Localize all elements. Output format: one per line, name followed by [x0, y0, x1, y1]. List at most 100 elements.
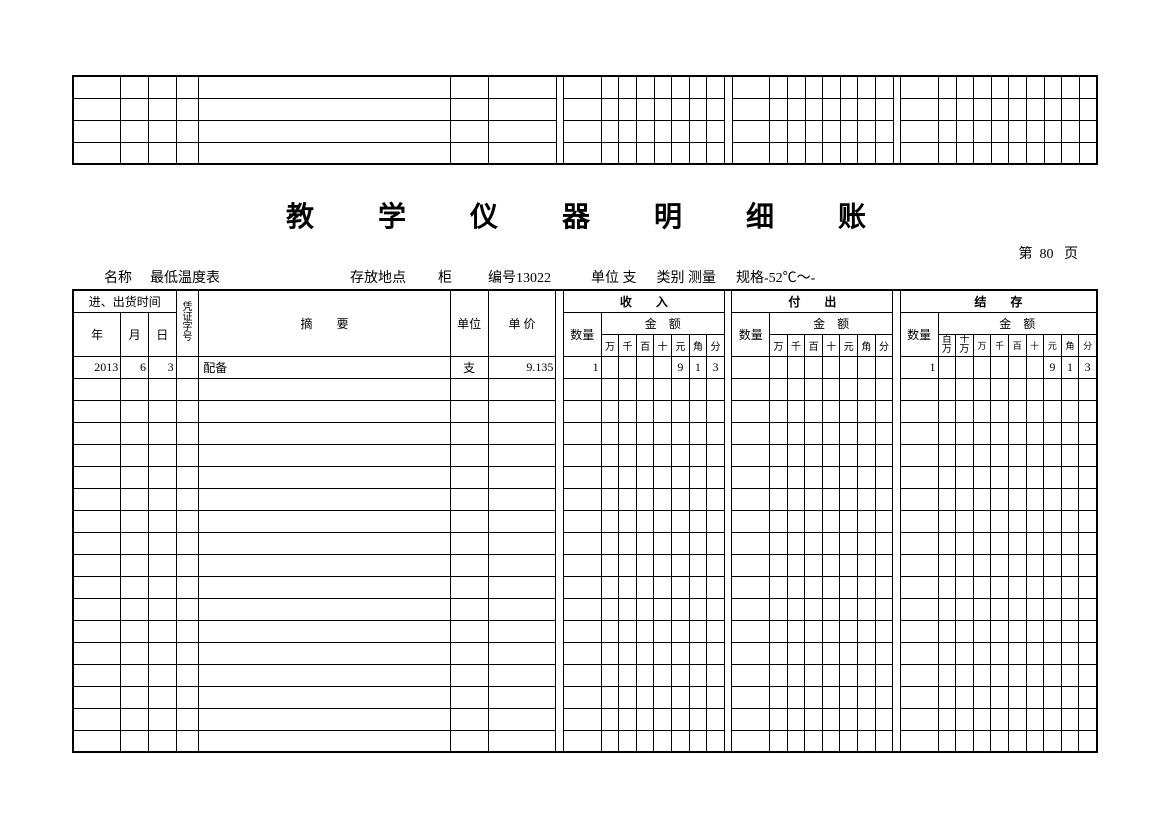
cat-value: 测量	[688, 271, 716, 286]
cell	[938, 598, 956, 620]
cell	[689, 142, 707, 164]
cell	[199, 510, 451, 532]
cell	[707, 620, 725, 642]
code-value: 13022	[516, 271, 551, 286]
cell	[672, 76, 690, 98]
cell	[73, 554, 121, 576]
cell	[654, 686, 672, 708]
page-num: 80	[1040, 247, 1054, 262]
cell	[1079, 444, 1097, 466]
cell	[654, 120, 672, 142]
cell	[199, 576, 451, 598]
gap	[724, 356, 732, 752]
cell	[1044, 598, 1062, 620]
cell	[732, 576, 770, 598]
cell	[601, 532, 619, 554]
cell	[822, 400, 840, 422]
cell	[973, 488, 991, 510]
cell	[1009, 76, 1027, 98]
cell	[564, 142, 602, 164]
cell	[973, 510, 991, 532]
cell	[822, 664, 840, 686]
cell	[73, 444, 121, 466]
cell	[689, 400, 707, 422]
cell	[689, 554, 707, 576]
cell	[805, 356, 823, 378]
cell	[689, 488, 707, 510]
cell	[654, 400, 672, 422]
cell	[563, 686, 601, 708]
cell	[488, 466, 556, 488]
cell	[488, 642, 556, 664]
cell	[450, 98, 488, 120]
cell	[689, 642, 707, 664]
cell	[689, 422, 707, 444]
cell	[956, 510, 974, 532]
cell	[822, 378, 840, 400]
cell	[991, 120, 1009, 142]
cell	[973, 730, 991, 752]
cell	[672, 422, 690, 444]
cell	[636, 576, 654, 598]
cell	[732, 488, 770, 510]
cell	[654, 510, 672, 532]
cell	[876, 120, 894, 142]
cell	[199, 142, 451, 164]
cell	[770, 400, 788, 422]
cell	[938, 686, 956, 708]
cell: 单位	[450, 290, 488, 356]
cell: 金 额	[938, 312, 1097, 334]
cell	[770, 642, 788, 664]
cell	[654, 378, 672, 400]
cell	[991, 664, 1009, 686]
cell	[770, 576, 788, 598]
cell	[974, 120, 992, 142]
cell	[956, 664, 974, 686]
cell: 2013	[73, 356, 121, 378]
cell	[1008, 664, 1026, 686]
cell	[875, 378, 893, 400]
cell	[689, 708, 707, 730]
cell	[858, 466, 876, 488]
cell	[805, 532, 823, 554]
cell	[73, 598, 121, 620]
cell	[901, 98, 939, 120]
cell: 角	[1061, 334, 1079, 356]
cell	[732, 422, 770, 444]
cell	[563, 554, 601, 576]
cell	[991, 76, 1009, 98]
cell	[148, 554, 176, 576]
cell	[121, 730, 149, 752]
cell	[619, 532, 637, 554]
cell	[73, 488, 121, 510]
page-suffix: 页	[1064, 247, 1078, 262]
cell	[1044, 76, 1062, 98]
cell	[875, 466, 893, 488]
cell	[1044, 620, 1062, 642]
cell	[787, 422, 805, 444]
cell	[73, 466, 121, 488]
cell	[672, 98, 690, 120]
cell	[654, 98, 672, 120]
cell	[1044, 142, 1062, 164]
cell	[991, 142, 1009, 164]
cell	[938, 98, 956, 120]
cell	[672, 708, 690, 730]
cell	[900, 664, 938, 686]
cell: 千	[619, 334, 637, 356]
code-label: 编号	[488, 271, 516, 286]
cell	[672, 400, 690, 422]
cell	[956, 142, 974, 164]
cell	[858, 664, 876, 686]
cell	[619, 664, 637, 686]
cell: 十	[1026, 334, 1044, 356]
cell	[823, 142, 841, 164]
cell	[973, 576, 991, 598]
cell	[488, 620, 556, 642]
cell: 元	[840, 334, 858, 356]
cell	[991, 686, 1009, 708]
cell	[822, 686, 840, 708]
cell	[938, 554, 956, 576]
table-row	[73, 686, 1097, 708]
cell	[1009, 98, 1027, 120]
